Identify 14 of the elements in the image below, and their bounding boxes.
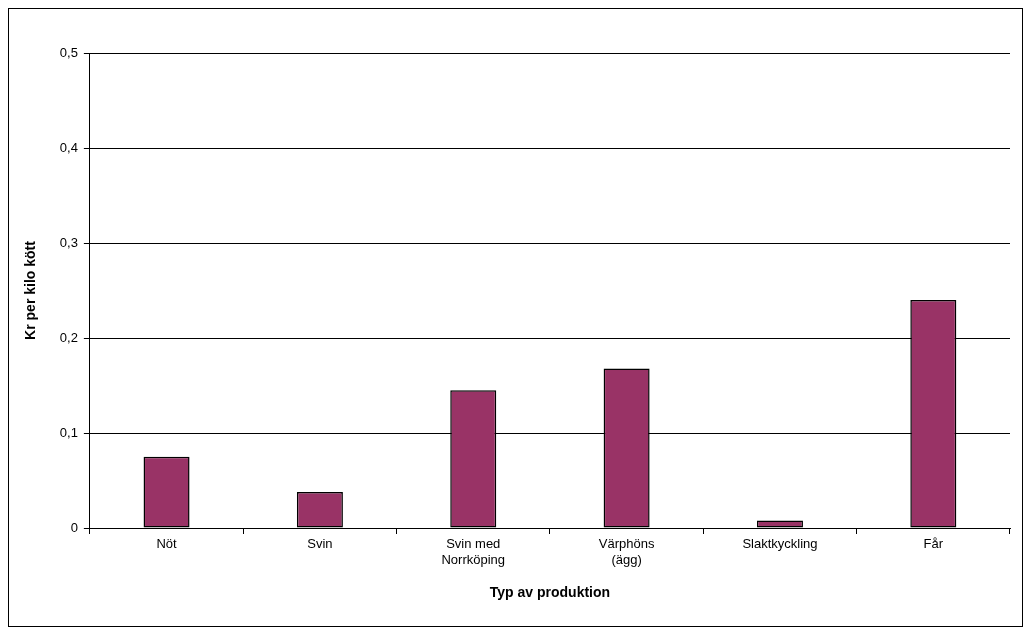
y-tick-label: 0,4 [59, 139, 78, 155]
x-tick-label: Får [923, 536, 944, 552]
y-tick-label: 0,3 [59, 234, 78, 250]
y-tick-label: 0 [70, 519, 78, 535]
x-tick-label: Nöt [156, 536, 178, 552]
y-tick-label: 0,5 [59, 44, 78, 60]
x-tick-label: Slaktkyckling [742, 536, 818, 552]
x-tick-label: Svin [307, 536, 333, 552]
x-tick-label: Värphöns (ägg) [598, 536, 655, 567]
x-axis-title: Typ av produktion [489, 584, 611, 601]
y-tick-label: 0,2 [59, 329, 78, 345]
x-tick-label: Svin med Norrköping [441, 536, 506, 567]
y-tick-label: 0,1 [59, 424, 78, 440]
y-axis-title: Kr per kilo kött [22, 240, 39, 340]
